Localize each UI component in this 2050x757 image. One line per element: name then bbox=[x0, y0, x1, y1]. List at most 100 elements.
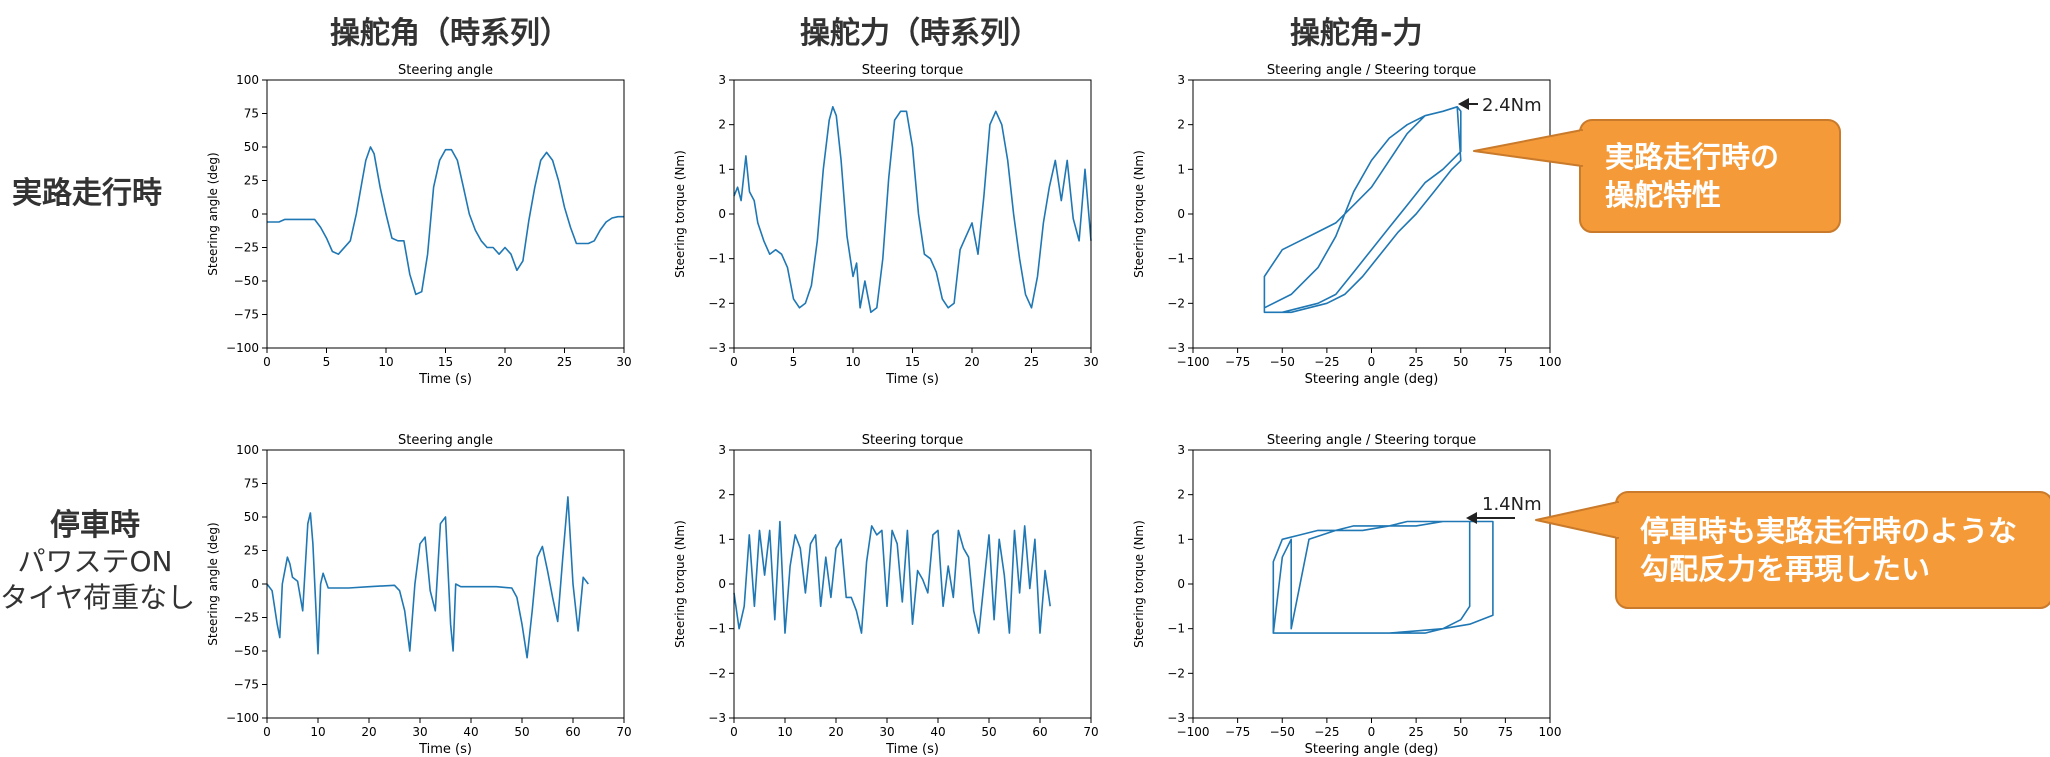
y-axis-label: Steering angle (deg) bbox=[206, 152, 220, 275]
series-line-r2c1-0 bbox=[266, 496, 589, 659]
axes-frame-r1c2 bbox=[733, 79, 1092, 349]
heading-angle-torque: 操舵角-力 bbox=[1290, 16, 1423, 51]
x-tick-label: 10 bbox=[777, 725, 792, 739]
annotation-top-text: 2.4Nm bbox=[1482, 95, 1542, 116]
callout-top-line1: 実路走行時の bbox=[1605, 140, 1780, 174]
x-tick-label: 25 bbox=[1408, 725, 1423, 739]
y-tick-label: −1 bbox=[1167, 622, 1185, 636]
y-tick-label: −1 bbox=[708, 622, 726, 636]
y-tick-label: 2 bbox=[1177, 118, 1185, 132]
y-tick-label: 0 bbox=[718, 577, 726, 591]
callout-bottom-tail bbox=[1535, 501, 1619, 539]
x-tick-label: 0 bbox=[1368, 355, 1376, 369]
y-tick-label: −2 bbox=[708, 296, 726, 310]
series-line-r2c2-0 bbox=[733, 520, 1051, 634]
y-tick-label: −25 bbox=[234, 241, 259, 255]
chart-title: Steering angle / Steering torque bbox=[1267, 433, 1476, 448]
chart-r1c2: 0 5 10 15 20 25 30 −3 −2 −1 0 1 2 3 Steering torque Tim… bbox=[673, 63, 1099, 387]
x-tick-label: 10 bbox=[310, 725, 325, 739]
x-tick-label: −75 bbox=[1225, 355, 1250, 369]
x-tick-label: 75 bbox=[1498, 355, 1513, 369]
chart-r2c1: 0 10 20 30 40 50 60 70 −100 −75 −50 −25 0 25 50 75 100 St… bbox=[206, 433, 632, 757]
axes-frame-r2c3 bbox=[1192, 449, 1551, 719]
x-tick-label: 0 bbox=[263, 725, 271, 739]
y-tick-label: −1 bbox=[1167, 252, 1185, 266]
y-tick-label: 75 bbox=[244, 107, 259, 121]
row-label-road-driving-text: 実路走行時 bbox=[12, 176, 162, 211]
y-tick-label: 0 bbox=[251, 207, 259, 221]
x-tick-label: 5 bbox=[323, 355, 331, 369]
x-axis-label: Time (s) bbox=[885, 372, 939, 387]
y-tick-label: −3 bbox=[1167, 711, 1185, 725]
heading-steering-angle-time: 操舵角（時系列） bbox=[330, 16, 570, 51]
callout-top-box bbox=[1579, 119, 1841, 233]
x-tick-label: −25 bbox=[1314, 355, 1339, 369]
y-tick-label: 2 bbox=[718, 488, 726, 502]
chart-title: Steering angle bbox=[398, 433, 493, 448]
x-axis-label: Time (s) bbox=[418, 372, 472, 387]
x-tick-label: 30 bbox=[412, 725, 427, 739]
x-tick-label: 50 bbox=[1453, 725, 1468, 739]
axes-frame-r1c3 bbox=[1192, 79, 1551, 349]
y-tick-label: −3 bbox=[708, 711, 726, 725]
callout-top-tail bbox=[1473, 129, 1583, 167]
y-tick-label: 0 bbox=[1177, 577, 1185, 591]
x-tick-label: 0 bbox=[730, 355, 738, 369]
chart-r2c2: 0 10 20 30 40 50 60 70 −3 −2 −1 0 1 2 3 Steering torque… bbox=[673, 433, 1099, 757]
x-tick-label: −25 bbox=[1314, 725, 1339, 739]
y-tick-label: −100 bbox=[226, 341, 259, 355]
y-tick-label: 75 bbox=[244, 477, 259, 491]
x-tick-label: 75 bbox=[1498, 725, 1513, 739]
y-tick-label: 1 bbox=[1177, 162, 1185, 176]
y-tick-label: −50 bbox=[234, 644, 259, 658]
x-tick-label: 10 bbox=[845, 355, 860, 369]
y-axis-label: Steering torque (Nm) bbox=[673, 520, 687, 648]
x-tick-label: 100 bbox=[1539, 355, 1562, 369]
y-tick-label: −75 bbox=[234, 308, 259, 322]
y-tick-label: −3 bbox=[1167, 341, 1185, 355]
y-tick-label: 1 bbox=[718, 162, 726, 176]
callout-bottom-line2: 勾配反力を再現したい bbox=[1640, 552, 1931, 586]
y-tick-label: −3 bbox=[708, 341, 726, 355]
callout-top bbox=[1473, 119, 1841, 233]
y-tick-label: 25 bbox=[244, 174, 259, 188]
x-tick-label: 50 bbox=[981, 725, 996, 739]
x-tick-label: 25 bbox=[1408, 355, 1423, 369]
callout-bottom-line1: 停車時も実路走行時のような bbox=[1640, 514, 2018, 548]
x-tick-label: 20 bbox=[497, 355, 512, 369]
y-tick-label: 0 bbox=[1177, 207, 1185, 221]
callout-bottom-box bbox=[1615, 491, 2050, 609]
y-tick-label: −100 bbox=[226, 711, 259, 725]
row-label-stationary: 停車時 パワステON タイヤ荷重なし bbox=[0, 508, 195, 616]
x-tick-label: 15 bbox=[905, 355, 920, 369]
x-tick-label: 30 bbox=[616, 355, 631, 369]
chart-r1c3: −100 −75 −50 −25 0 25 50 75 100 −3 −2 −1 0 1 2 3 Steerin… bbox=[1132, 63, 1561, 387]
x-tick-label: 70 bbox=[1083, 725, 1098, 739]
arrow-bottom bbox=[1466, 512, 1515, 524]
x-tick-label: 30 bbox=[879, 725, 894, 739]
series-line-r2c3-0 bbox=[1272, 520, 1494, 634]
x-tick-label: 20 bbox=[828, 725, 843, 739]
x-tick-label: −50 bbox=[1270, 725, 1295, 739]
x-tick-label: 25 bbox=[1024, 355, 1039, 369]
x-axis-label: Time (s) bbox=[418, 742, 472, 757]
x-tick-label: 0 bbox=[730, 725, 738, 739]
y-tick-label: 50 bbox=[244, 510, 259, 524]
x-tick-label: −100 bbox=[1177, 725, 1210, 739]
x-axis-label: Steering angle (deg) bbox=[1305, 372, 1439, 387]
x-tick-label: 0 bbox=[263, 355, 271, 369]
y-tick-label: −2 bbox=[1167, 666, 1185, 680]
series-line-r1c2-0 bbox=[733, 106, 1092, 314]
y-tick-label: 25 bbox=[244, 544, 259, 558]
y-tick-label: −1 bbox=[708, 252, 726, 266]
callout-bottom-text: 停車時も実路走行時のような 勾配反力を再現したい bbox=[1640, 512, 2017, 588]
x-axis-label: Time (s) bbox=[885, 742, 939, 757]
series-line-r1c1-0 bbox=[267, 146, 624, 296]
annotation-bottom-text: 1.4Nm bbox=[1482, 494, 1542, 515]
x-tick-label: 15 bbox=[438, 355, 453, 369]
x-tick-label: −50 bbox=[1270, 355, 1295, 369]
y-tick-label: 3 bbox=[718, 73, 726, 87]
y-axis-label: Steering angle (deg) bbox=[206, 522, 220, 645]
arrow-bottom-head bbox=[1466, 512, 1477, 524]
